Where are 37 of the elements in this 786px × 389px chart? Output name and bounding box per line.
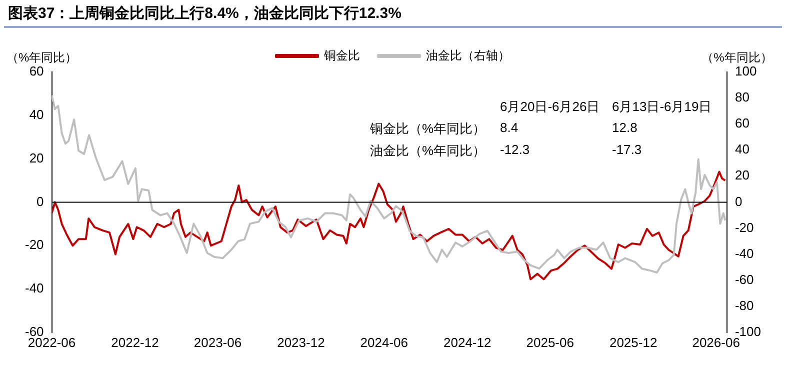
x-tick-label: 2024-12 bbox=[444, 334, 492, 350]
y2-tick-label: 100 bbox=[734, 64, 757, 79]
y-tick-label: -60 bbox=[24, 324, 44, 339]
y2-tick-label: 80 bbox=[734, 90, 750, 105]
annotation: 6月13日-6月19日 bbox=[611, 98, 713, 116]
y-tick-label: 60 bbox=[29, 64, 44, 79]
y-axis-title: （%年同比） bbox=[6, 50, 78, 64]
y-tick-label: 0 bbox=[36, 194, 44, 209]
y2-tick-label: -80 bbox=[734, 298, 754, 313]
x-tick-label: 2022-12 bbox=[111, 334, 159, 350]
y2-tick-label: 20 bbox=[734, 168, 750, 183]
annotation: 6月20日-6月26日 bbox=[499, 98, 601, 116]
annotation: 8.4 bbox=[499, 120, 520, 137]
y-tick-label: 40 bbox=[29, 106, 44, 122]
legend-label: 铜金比 bbox=[323, 48, 360, 62]
y2-tick-label: 40 bbox=[734, 142, 750, 157]
x-tick-label: 2025-06 bbox=[526, 334, 574, 350]
legend-label: 油金比（右轴） bbox=[426, 48, 510, 62]
y2-tick-label: -60 bbox=[734, 272, 754, 287]
y2-tick-label: 60 bbox=[734, 116, 750, 131]
chart-title: 图表37：上周铜金比同比上行8.4%，油金比同比下行12.3% bbox=[8, 4, 402, 23]
x-tick-label: 2023-06 bbox=[194, 334, 242, 350]
y-tick-label: 20 bbox=[29, 150, 44, 166]
y2-tick-label: -40 bbox=[734, 246, 754, 261]
x-tick-label: 2023-12 bbox=[277, 334, 325, 350]
y-tick-label: -20 bbox=[24, 237, 44, 252]
y2-tick-label: 0 bbox=[734, 194, 742, 209]
annotation: 油金比（%年同比） bbox=[370, 142, 487, 160]
annotation: 12.8 bbox=[611, 120, 638, 137]
x-tick-label: 2025-12 bbox=[609, 334, 658, 350]
y2-tick-label: -20 bbox=[734, 220, 754, 235]
x-tick-label: 2024-06 bbox=[360, 334, 408, 350]
annotation: 铜金比（%年同比） bbox=[370, 120, 487, 138]
y-tick-label: -40 bbox=[24, 280, 44, 296]
annotation: -17.3 bbox=[611, 142, 643, 159]
y2-axis-title: （%年同比） bbox=[702, 50, 772, 64]
annotation: -12.3 bbox=[499, 142, 531, 159]
